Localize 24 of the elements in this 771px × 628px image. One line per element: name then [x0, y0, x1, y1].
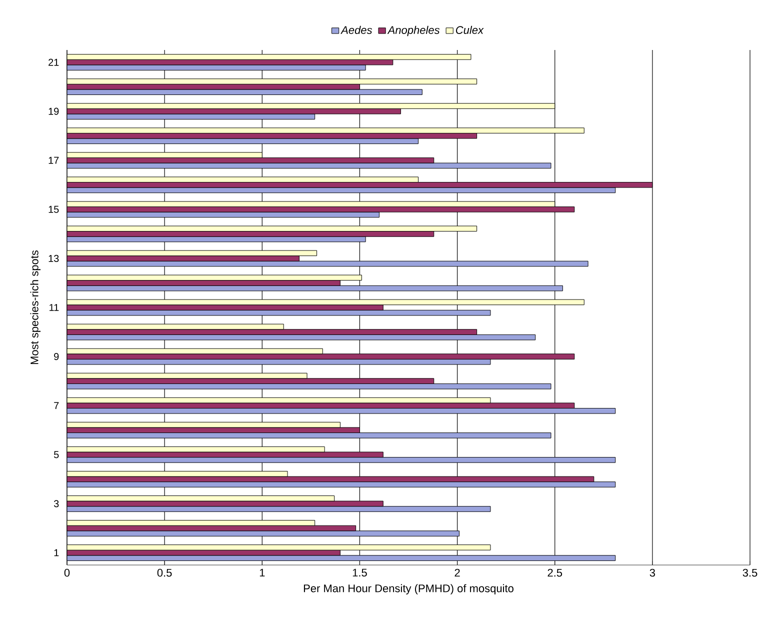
legend-label: Anopheles	[387, 26, 440, 36]
y-tick-label: 19	[48, 108, 59, 115]
y-tick-label: 13	[48, 254, 59, 262]
y-tick-label: 11	[50, 304, 59, 311]
x-axis-title: Per Man Hour Density (PMHD) of mosquito	[304, 584, 514, 594]
x-tick-label: 1.5	[352, 568, 367, 577]
y-tick-label: 9	[54, 353, 59, 360]
y-axis-title: Most species-rich spots	[30, 250, 41, 364]
x-tick-label: 3.5	[742, 568, 758, 577]
y-tick-label: 7	[54, 402, 59, 410]
x-tick-label: 3	[650, 568, 656, 577]
x-tick-label: 0.5	[157, 568, 172, 577]
y-tick-label: 21	[48, 58, 59, 66]
x-tick-label: 2.5	[548, 568, 562, 577]
x-tick-label: 2	[454, 568, 460, 577]
y-tick-label: 3	[54, 500, 59, 508]
y-tick-label: 5	[54, 451, 59, 458]
legend-label: Aedes	[340, 26, 372, 34]
x-tick-label: 0	[64, 568, 70, 577]
x-tick-label: 1	[260, 568, 265, 576]
y-tick-label: 17	[48, 156, 59, 164]
y-tick-label: 15	[48, 206, 59, 213]
legend-label: Culex	[456, 26, 484, 34]
y-tick-label: 1	[54, 549, 59, 556]
